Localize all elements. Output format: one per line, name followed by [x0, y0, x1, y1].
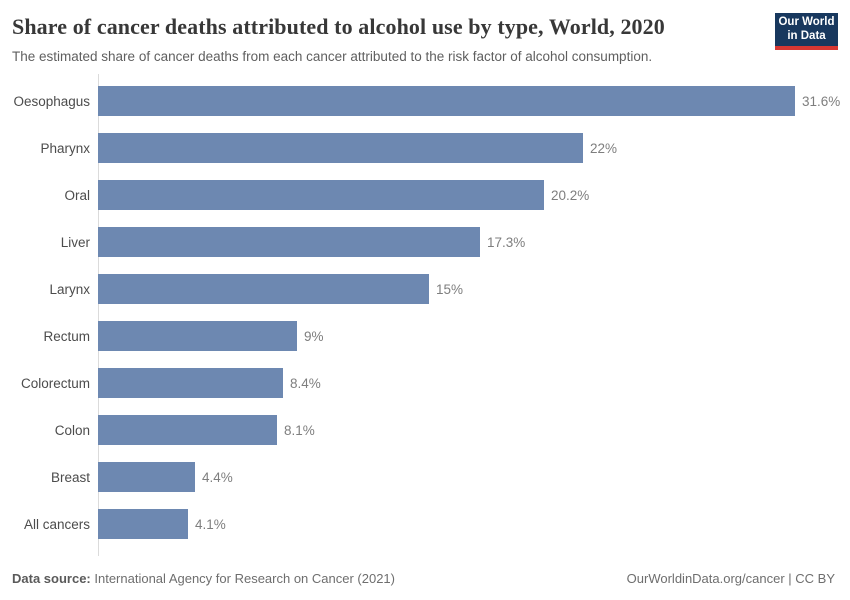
owid-logo-line2: in Data — [787, 29, 826, 42]
bar-row: Rectum 9% — [12, 313, 835, 360]
value-label: 9% — [304, 328, 324, 344]
page-title: Share of cancer deaths attributed to alc… — [12, 14, 665, 39]
category-label: Larynx — [49, 281, 90, 297]
category-label: Rectum — [43, 328, 90, 344]
bar-liver[interactable] — [98, 227, 480, 258]
chart-header: Share of cancer deaths attributed to alc… — [0, 0, 850, 66]
bar-row: Colon 8.1% — [12, 407, 835, 454]
data-source-label: Data source: — [12, 571, 91, 586]
category-label: Breast — [50, 469, 90, 485]
owid-logo[interactable]: Our World in Data — [775, 13, 838, 50]
license-link[interactable]: OurWorldinData.org/cancer | CC BY — [626, 571, 835, 586]
category-label: Pharynx — [40, 140, 90, 156]
bar-row: Oesophagus 31.6% — [12, 78, 840, 125]
category-label: Oesophagus — [13, 93, 90, 109]
chart-subtitle: The estimated share of cancer deaths fro… — [12, 49, 653, 65]
data-source: Data source: International Agency for Re… — [12, 571, 395, 586]
bar-track: 15% — [98, 266, 835, 313]
value-label: 8.4% — [290, 375, 321, 391]
bar-oral[interactable] — [98, 180, 544, 211]
bar-larynx[interactable] — [98, 274, 429, 305]
bar-oesophagus[interactable] — [98, 86, 795, 117]
bar-track: 31.6% — [98, 78, 840, 125]
bar-row: All cancers 4.1% — [12, 501, 835, 548]
data-source-value: International Agency for Research on Can… — [94, 571, 395, 586]
value-label: 4.1% — [195, 516, 226, 532]
value-label: 20.2% — [551, 187, 590, 203]
bar-track: 8.4% — [98, 360, 835, 407]
chart-footer: Data source: International Agency for Re… — [0, 571, 850, 600]
bar-rectum[interactable] — [98, 321, 297, 352]
category-label: Oral — [64, 187, 90, 203]
category-label: Colorectum — [20, 375, 90, 391]
bar-row: Breast 4.4% — [12, 454, 835, 501]
bar-colorectum[interactable] — [98, 368, 283, 399]
category-label: Liver — [60, 234, 90, 250]
value-label: 4.4% — [202, 469, 233, 485]
category-label: All cancers — [23, 516, 90, 532]
value-label: 31.6% — [802, 93, 841, 109]
bar-track: 8.1% — [98, 407, 835, 454]
bar-row: Liver 17.3% — [12, 219, 835, 266]
value-label: 22% — [590, 140, 618, 156]
bar-all-cancers[interactable] — [98, 509, 188, 540]
bar-track: 20.2% — [98, 172, 835, 219]
bar-colon[interactable] — [98, 415, 277, 446]
bar-track: 4.4% — [98, 454, 835, 501]
value-label: 8.1% — [284, 422, 315, 438]
value-label: 15% — [436, 281, 464, 297]
bar-track: 17.3% — [98, 219, 835, 266]
bar-rows: Oesophagus 31.6% Pharynx 22% Oral 20.2% Liver 1… — [12, 78, 840, 548]
bar-row: Oral 20.2% — [12, 172, 835, 219]
owid-logo-line1: Our World — [778, 15, 835, 28]
bar-row: Larynx 15% — [12, 266, 835, 313]
bar-row: Colorectum 8.4% — [12, 360, 835, 407]
bar-row: Pharynx 22% — [12, 125, 835, 172]
category-label: Colon — [54, 422, 90, 438]
header-text: Share of cancer deaths attributed to alc… — [12, 12, 665, 66]
bar-pharynx[interactable] — [98, 133, 583, 164]
y-axis-line — [98, 73, 99, 556]
bar-track: 9% — [98, 313, 835, 360]
value-label: 17.3% — [487, 234, 526, 250]
bar-track: 4.1% — [98, 501, 835, 548]
bar-breast[interactable] — [98, 462, 195, 493]
bar-chart: Oesophagus 31.6% Pharynx 22% Oral 20.2% Liver 1… — [12, 73, 840, 556]
bar-track: 22% — [98, 125, 835, 172]
